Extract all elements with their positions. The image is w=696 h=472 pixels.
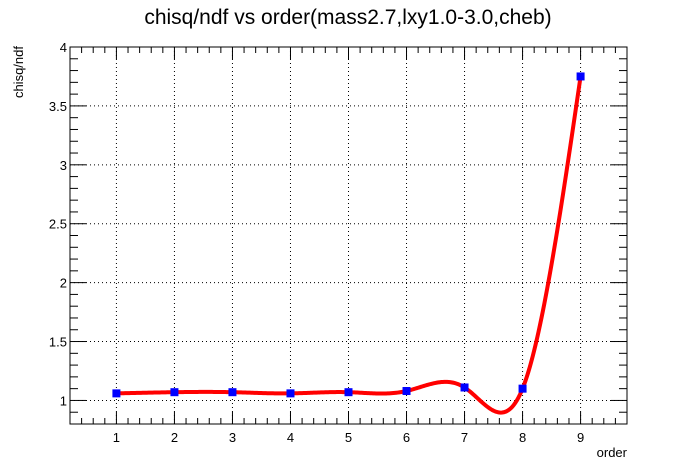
data-point: [170, 388, 179, 397]
y-tick-label: 4: [60, 40, 67, 55]
x-tick-label: 8: [519, 430, 526, 445]
y-tick-label: 3.5: [49, 99, 67, 114]
data-point: [228, 388, 237, 397]
data-point: [518, 384, 527, 393]
data-point: [344, 388, 353, 397]
x-axis-label: order: [597, 445, 628, 460]
y-tick-label: 1: [60, 393, 67, 408]
data-point: [112, 389, 121, 398]
x-tick-label: 1: [113, 430, 120, 445]
y-tick-labels: 1 1.5 2 2.5 3 3.5 4: [49, 40, 67, 408]
y-tick-label: 1.5: [49, 335, 67, 350]
x-tick-label: 7: [461, 430, 468, 445]
x-tick-labels: 1 2 3 4 5 6 7 8 9: [113, 430, 584, 445]
x-tick-label: 3: [229, 430, 236, 445]
chart-title: chisq/ndf vs order(mass2.7,lxy1.0-3.0,ch…: [144, 6, 551, 29]
x-tick-label: 5: [345, 430, 352, 445]
x-tick-label: 2: [171, 430, 178, 445]
x-tick-label: 6: [403, 430, 410, 445]
x-tick-label: 4: [287, 430, 294, 445]
y-tick-label: 2.5: [49, 217, 67, 232]
data-point: [460, 383, 469, 392]
y-tick-label: 2: [60, 276, 67, 291]
data-points: [112, 72, 585, 398]
data-point: [286, 389, 295, 398]
y-axis-label: chisq/ndf: [11, 46, 26, 98]
x-tick-label: 9: [577, 430, 584, 445]
y-tick-label: 3: [60, 158, 67, 173]
axis-ticks: [69, 46, 628, 425]
data-point: [402, 387, 411, 396]
data-point: [576, 72, 585, 81]
